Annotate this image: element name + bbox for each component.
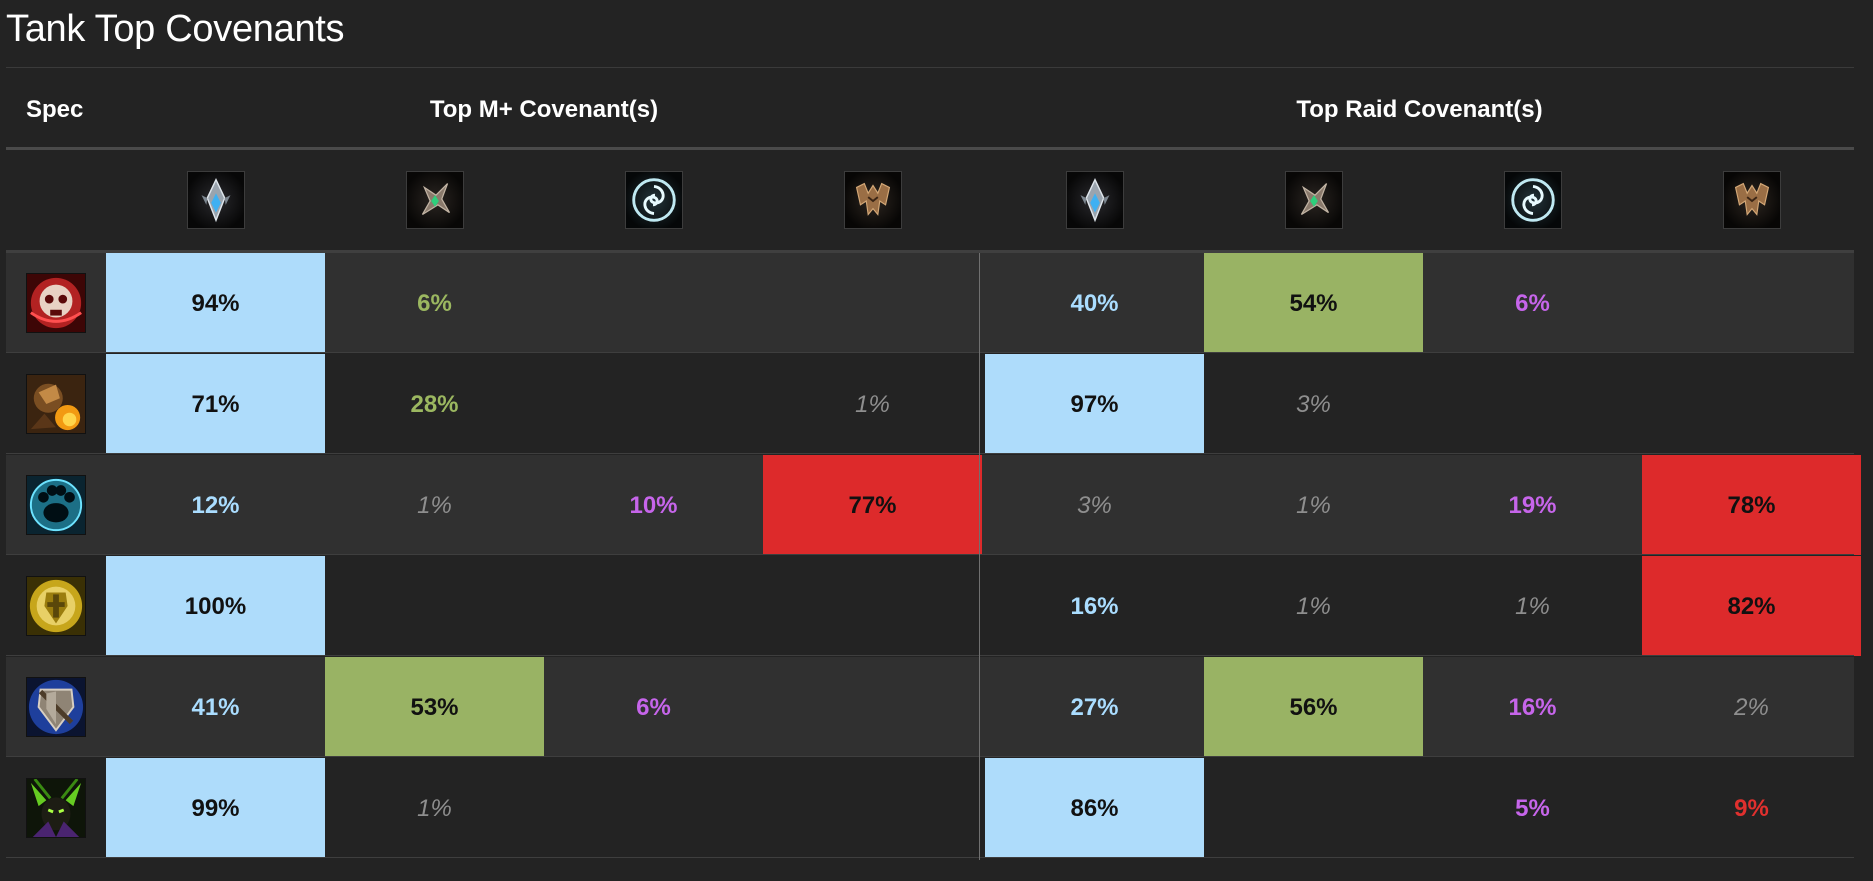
raid-cell: 3% bbox=[1077, 492, 1112, 519]
raid-cell: 9% bbox=[1734, 795, 1769, 822]
title-divider bbox=[6, 67, 1854, 68]
necrolord-icon bbox=[406, 171, 464, 229]
table-row: 94% 6% 40% 54% 6% bbox=[6, 253, 1854, 353]
mplus-cell: 41% bbox=[191, 694, 240, 721]
raid-covenant-header: Top Raid Covenant(s) bbox=[1296, 96, 1543, 123]
protection-warrior-icon bbox=[26, 677, 86, 737]
mplus-cell: 99% bbox=[106, 758, 325, 858]
row-divider bbox=[6, 756, 1854, 757]
table-header-row: Spec Top M+ Covenant(s) Top Raid Covenan… bbox=[6, 68, 1854, 148]
venthyr-icon bbox=[844, 171, 902, 229]
raid-cell: 78% bbox=[1642, 455, 1861, 555]
row-divider bbox=[6, 857, 1854, 858]
raid-cell: 19% bbox=[1508, 492, 1557, 519]
night-fae-icon bbox=[1504, 171, 1562, 229]
table-row: 12% 1% 10% 77% 3% 1% 19% 78% bbox=[6, 455, 1861, 555]
raid-cell bbox=[1204, 758, 1423, 858]
raid-cell: 86% bbox=[985, 758, 1204, 858]
page-title: Tank Top Covenants bbox=[6, 8, 345, 50]
mplus-cell bbox=[544, 253, 763, 353]
kyrian-icon bbox=[1066, 171, 1124, 229]
raid-cell bbox=[1642, 354, 1861, 454]
night-fae-icon bbox=[625, 171, 683, 229]
mplus-raid-divider bbox=[979, 253, 980, 860]
necrolord-icon bbox=[1285, 171, 1343, 229]
raid-cell bbox=[1423, 354, 1642, 454]
raid-cell: 3% bbox=[1296, 391, 1331, 418]
table-row: 71% 28% 1% 97% 3% bbox=[6, 354, 1854, 454]
spec-column-header: Spec bbox=[26, 96, 84, 123]
mplus-cell bbox=[763, 253, 982, 353]
raid-cell: 6% bbox=[1515, 290, 1550, 317]
row-divider bbox=[6, 352, 1854, 353]
raid-cell: 97% bbox=[985, 354, 1204, 454]
raid-cell bbox=[1642, 253, 1861, 353]
mplus-cell bbox=[763, 657, 982, 757]
mplus-cell bbox=[763, 556, 982, 656]
mplus-cell: 100% bbox=[106, 556, 325, 656]
covenant-icon-row bbox=[6, 150, 1854, 250]
raid-cell: 82% bbox=[1642, 556, 1861, 656]
mplus-cell: 1% bbox=[417, 492, 452, 519]
table-row: 41% 53% 6% 27% 56% 16% 2% bbox=[6, 657, 1854, 757]
vengeance-demon-hunter-icon bbox=[26, 778, 86, 838]
raid-cell: 40% bbox=[1070, 290, 1119, 317]
mplus-cell bbox=[544, 758, 763, 858]
raid-cell: 2% bbox=[1734, 694, 1769, 721]
raid-cell: 1% bbox=[1296, 492, 1331, 519]
row-divider bbox=[6, 453, 1854, 454]
mplus-cell: 12% bbox=[191, 492, 240, 519]
icon-row-divider bbox=[6, 250, 1854, 253]
raid-cell: 54% bbox=[1204, 253, 1423, 353]
mplus-cell: 28% bbox=[410, 391, 459, 418]
kyrian-icon bbox=[187, 171, 245, 229]
raid-cell: 56% bbox=[1204, 657, 1423, 757]
mplus-cell: 1% bbox=[855, 391, 890, 418]
header-divider bbox=[6, 147, 1854, 150]
table-row: 100% 16% 1% 1% 82% bbox=[6, 556, 1861, 656]
mplus-covenant-header: Top M+ Covenant(s) bbox=[429, 96, 659, 123]
raid-cell: 16% bbox=[1070, 593, 1119, 620]
mplus-cell: 94% bbox=[106, 253, 325, 353]
mplus-cell: 1% bbox=[417, 795, 452, 822]
raid-cell: 16% bbox=[1508, 694, 1557, 721]
raid-cell: 1% bbox=[1296, 593, 1331, 620]
table-row: 99% 1% 86% 5% 9% bbox=[6, 758, 1854, 858]
brewmaster-monk-icon bbox=[26, 374, 86, 434]
mplus-cell bbox=[325, 556, 544, 656]
protection-paladin-icon bbox=[26, 576, 86, 636]
raid-cell: 27% bbox=[1070, 694, 1119, 721]
raid-cell: 1% bbox=[1515, 593, 1550, 620]
raid-cell: 5% bbox=[1515, 795, 1550, 822]
mplus-cell: 6% bbox=[636, 694, 671, 721]
row-divider bbox=[6, 655, 1854, 656]
row-divider bbox=[6, 554, 1854, 555]
mplus-cell bbox=[544, 556, 763, 656]
venthyr-icon bbox=[1723, 171, 1781, 229]
mplus-cell: 77% bbox=[763, 455, 982, 555]
mplus-cell bbox=[763, 758, 982, 858]
mplus-cell: 53% bbox=[325, 657, 544, 757]
mplus-cell: 10% bbox=[629, 492, 678, 519]
mplus-cell bbox=[544, 354, 763, 454]
mplus-cell: 71% bbox=[106, 354, 325, 454]
mplus-cell: 6% bbox=[417, 290, 452, 317]
blood-death-knight-icon bbox=[26, 273, 86, 333]
guardian-druid-icon bbox=[26, 475, 86, 535]
